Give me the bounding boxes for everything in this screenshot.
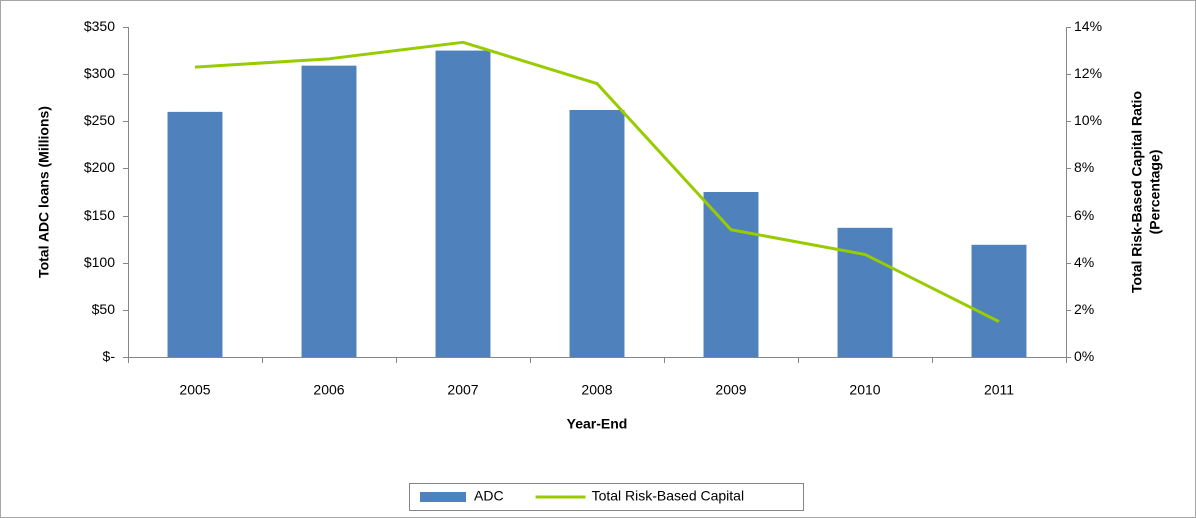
x-tick-label: 2008 <box>581 382 612 398</box>
y2-tick-label: 6% <box>1074 207 1094 223</box>
bar <box>167 111 223 357</box>
x-tick-label: 2009 <box>715 382 746 398</box>
y2-tick-label: 12% <box>1074 65 1102 81</box>
y2-tick-label: 14% <box>1074 18 1102 34</box>
bar <box>301 65 357 358</box>
y2-tick-label: 8% <box>1074 159 1094 175</box>
x-tick-label: 2007 <box>447 382 478 398</box>
y-tick-label: $50 <box>92 301 116 317</box>
x-tick-label: 2006 <box>313 382 344 398</box>
y-tick-label: $200 <box>84 159 115 175</box>
y-tick-label: $350 <box>84 18 115 34</box>
x-axis-title: Year-End <box>567 416 628 432</box>
legend-label: ADC <box>474 488 504 504</box>
y-tick-label: $- <box>103 348 116 364</box>
line-series <box>194 40 1000 323</box>
y2-axis-title: (Percentage) <box>1147 150 1163 235</box>
bar <box>971 244 1027 357</box>
y2-tick-label: 0% <box>1074 348 1094 364</box>
x-tick-label: 2005 <box>179 382 210 398</box>
y2-tick-label: 10% <box>1074 112 1102 128</box>
y2-tick-label: 2% <box>1074 301 1094 317</box>
bar <box>703 192 759 357</box>
y-tick-label: $250 <box>84 112 115 128</box>
y-tick-label: $100 <box>84 254 115 270</box>
y-tick-label: $300 <box>84 65 115 81</box>
y2-axis-title: Total Risk-Based Capital Ratio <box>1129 91 1145 293</box>
y-tick-label: $150 <box>84 207 115 223</box>
bar <box>435 50 491 357</box>
bar <box>837 227 893 357</box>
x-tick-label: 2010 <box>849 382 880 398</box>
legend-box <box>409 483 804 511</box>
bar <box>569 109 625 357</box>
legend-label: Total Risk-Based Capital <box>592 488 745 504</box>
legend-swatch <box>420 492 466 502</box>
y-axis-title: Total ADC loans (Millions) <box>36 106 52 278</box>
x-tick-label: 2011 <box>984 382 1014 398</box>
y2-tick-label: 4% <box>1074 254 1094 270</box>
